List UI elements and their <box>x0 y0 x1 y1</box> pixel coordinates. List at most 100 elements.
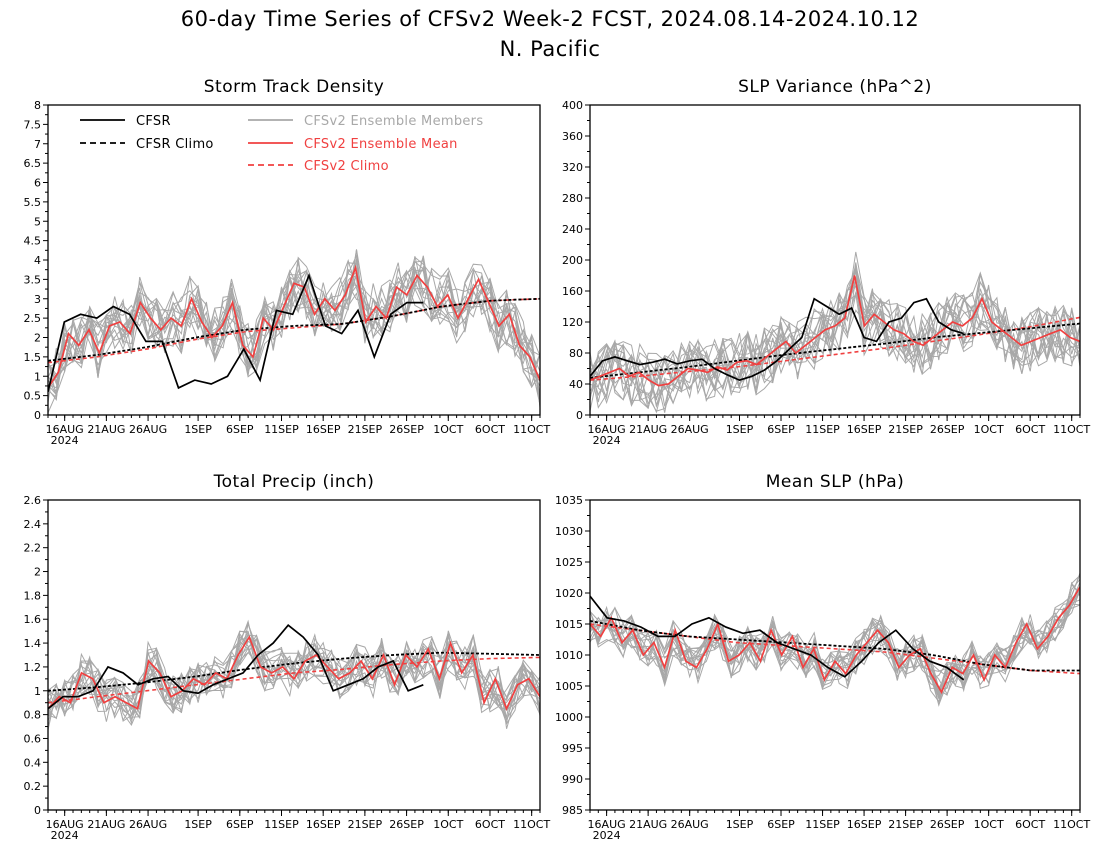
cfsr-line <box>590 297 964 382</box>
x-tick-label: 11SEP <box>264 818 299 831</box>
x-tick-label: 6SEP <box>226 423 254 436</box>
y-tick-label: 985 <box>562 804 583 817</box>
y-tick-label: 5 <box>34 215 41 228</box>
x-tick-label: 21SEP <box>888 818 923 831</box>
y-tick-label: 3 <box>34 293 41 306</box>
y-tick-label: 320 <box>562 161 583 174</box>
x-tick-label: 26AUG <box>671 818 709 831</box>
x-tick-label: 11SEP <box>264 423 299 436</box>
x-tick-label: 1OCT <box>433 818 463 831</box>
y-tick-label: 3.5 <box>24 273 42 286</box>
ensemble-member-line <box>590 262 1080 410</box>
x-tick-label: 26SEP <box>930 818 965 831</box>
x-tick-label: 16SEP <box>306 423 341 436</box>
panel-title: SLP Variance (hPa^2) <box>738 77 932 97</box>
y-tick-label: 7 <box>34 138 41 151</box>
x-tick-label: 1SEP <box>184 818 212 831</box>
panel-4: Mean SLP (hPa) 985 990 995 1000 1005 1010 1015 1… <box>555 472 1090 842</box>
x-tick-label: 6OCT <box>1015 818 1045 831</box>
y-tick-label: 1.8 <box>24 589 42 602</box>
legend-cfsr-climo-label: CFSR Climo <box>136 137 214 152</box>
x-year-label: 2024 <box>51 434 79 447</box>
x-tick-label: 21AUG <box>87 818 125 831</box>
plot-area <box>590 251 1080 414</box>
x-tick-label: 11OCT <box>513 423 550 436</box>
cfsr-climo-line <box>590 322 1080 379</box>
panels: Storm Track Density 0 0.5 1 1.5 2 2.5 3 3.5 4 4.5 5… <box>24 77 1091 842</box>
ensemble-member-line <box>590 589 1080 691</box>
cfsr-line <box>48 624 424 710</box>
y-tick-label: 990 <box>562 773 583 786</box>
x-tick-label: 6OCT <box>475 818 505 831</box>
x-tick-label: 16SEP <box>306 818 341 831</box>
x-tick-label: 16SEP <box>847 818 882 831</box>
y-tick-label: 2.2 <box>24 542 42 555</box>
plot-area <box>48 249 540 414</box>
plot-area <box>48 619 540 731</box>
ensemble-member-line <box>48 635 540 721</box>
ensemble-member-line <box>590 293 1080 395</box>
x-tick-label: 6SEP <box>767 423 795 436</box>
y-tick-label: 1030 <box>555 525 583 538</box>
y-tick-label: 280 <box>562 192 583 205</box>
ensemble-mean-line <box>590 275 1080 387</box>
y-tick-label: 5.5 <box>24 196 42 209</box>
y-tick-label: 1015 <box>555 618 583 631</box>
y-tick-label: 2 <box>34 332 41 345</box>
y-tick-label: 995 <box>562 742 583 755</box>
ensemble-member-line <box>590 264 1080 408</box>
panel-title: Mean SLP (hPa) <box>766 472 905 492</box>
ensemble-members <box>590 251 1080 414</box>
ensemble-mean-line <box>590 586 1080 695</box>
x-tick-label: 26AUG <box>129 818 167 831</box>
ensemble-member-line <box>590 279 1080 414</box>
x-tick-label: 16AUG <box>588 423 626 436</box>
panel-title: Storm Track Density <box>204 77 385 97</box>
plot-area <box>590 572 1080 707</box>
x-tick-label: 6SEP <box>226 818 254 831</box>
y-tick-label: 0 <box>34 409 41 422</box>
legend-cfsv2-climo-label: CFSv2 Climo <box>304 159 389 174</box>
figure-title: 60-day Time Series of CFSv2 Week-2 FCST,… <box>181 7 919 31</box>
ensemble-members <box>48 619 540 731</box>
ensemble-mean-line <box>48 635 540 711</box>
y-tick-label: 4.5 <box>24 235 42 248</box>
y-tick-label: 6.5 <box>24 157 42 170</box>
y-tick-label: 7.5 <box>24 118 42 131</box>
y-tick-label: 0 <box>576 409 583 422</box>
x-tick-label: 21SEP <box>888 423 923 436</box>
cfsv2-climo-line <box>590 316 1080 381</box>
y-tick-label: 120 <box>562 316 583 329</box>
cfsr-climo-line <box>590 620 1080 672</box>
ensemble-members <box>590 572 1080 707</box>
ensemble-member-line <box>48 257 540 396</box>
ensemble-member-line <box>590 604 1080 707</box>
y-tick-label: 360 <box>562 130 583 143</box>
y-tick-label: 0.4 <box>24 756 42 769</box>
ensemble-member-line <box>590 590 1080 700</box>
ensemble-member-line <box>590 582 1080 693</box>
panel-title: Total Precip (inch) <box>213 472 375 492</box>
y-tick-label: 1010 <box>555 649 583 662</box>
x-tick-label: 11OCT <box>1053 423 1090 436</box>
plot-frame <box>589 104 1081 416</box>
y-tick-label: 1020 <box>555 587 583 600</box>
x-tick-label: 1SEP <box>726 423 754 436</box>
ensemble-member-line <box>590 273 1080 401</box>
cfsr-line <box>590 595 965 681</box>
y-tick-label: 1025 <box>555 556 583 569</box>
ensemble-member-line <box>590 574 1080 707</box>
ensemble-member-line <box>590 269 1080 409</box>
ensemble-member-line <box>48 256 540 414</box>
legend-ensemble-mean-label: CFSv2 Ensemble Mean <box>304 137 458 152</box>
y-tick-label: 0.5 <box>24 390 42 403</box>
x-year-label: 2024 <box>593 829 621 842</box>
y-tick-label: 1005 <box>555 680 583 693</box>
y-tick-label: 1.5 <box>24 351 42 364</box>
y-tick-label: 6 <box>34 177 41 190</box>
x-tick-label: 21SEP <box>348 818 383 831</box>
x-tick-label: 6SEP <box>767 818 795 831</box>
y-tick-label: 80 <box>569 347 583 360</box>
ensemble-member-line <box>590 273 1080 413</box>
